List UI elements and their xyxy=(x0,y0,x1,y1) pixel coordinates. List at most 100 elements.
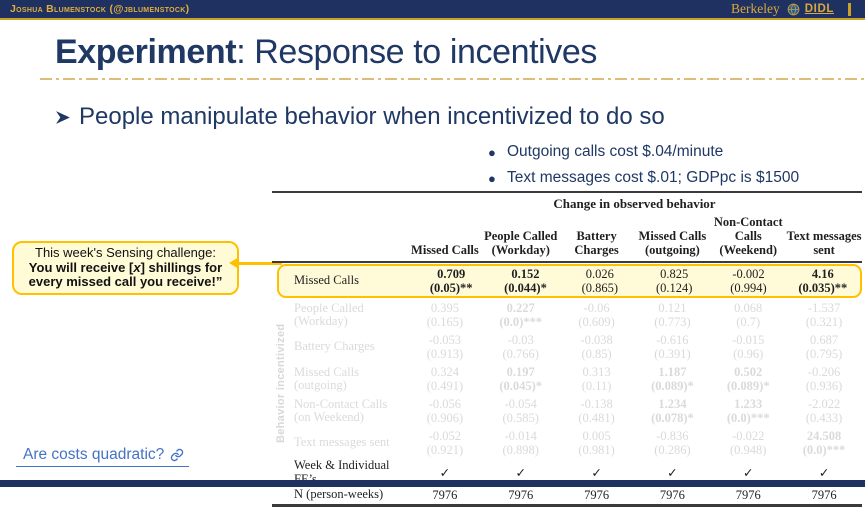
table-cell: -0.052 (0.921) xyxy=(407,429,483,457)
top-bar: Joshua Blumenstock (@jblumenstock) Berke… xyxy=(0,0,865,20)
author-handle: Joshua Blumenstock (@jblumenstock) xyxy=(10,3,190,15)
main-bullet-text: People manipulate behavior when incentiv… xyxy=(79,103,665,130)
p-value: (0.0)*** xyxy=(499,315,543,329)
n-value: 7976 xyxy=(659,488,685,502)
column-header: Missed Calls (outgoing) xyxy=(638,229,707,257)
table-cell: 0.313 (0.11) xyxy=(559,365,635,393)
table-cell: -0.056 (0.906) xyxy=(407,397,483,425)
estimate-value: 0.121 xyxy=(658,301,687,315)
estimate-value: -0.206 xyxy=(807,365,841,379)
n-value: 7976 xyxy=(508,488,534,502)
column-header: Non-Contact Calls (Weekend) xyxy=(713,215,783,257)
table-cell: -0.836 (0.286) xyxy=(635,429,711,457)
p-value: (0.286) xyxy=(654,443,691,457)
table-cell: 0.227 (0.0)*** xyxy=(483,301,559,329)
n-value: 7976 xyxy=(584,488,610,502)
table-cell: 0.324 (0.491) xyxy=(407,365,483,393)
table-cell: 0.825 (0.124) xyxy=(637,267,711,295)
table-cell: 0.709 (0.05)** xyxy=(414,267,488,295)
column-header: Missed Calls xyxy=(411,243,479,257)
column-header: Battery Charges xyxy=(574,229,619,257)
table-row: People Called (Workday) 0.395 (0.165) 0.227… xyxy=(272,299,862,331)
estimate-value: 1.234 xyxy=(658,397,687,411)
p-value: (0.585) xyxy=(502,411,539,425)
are-costs-quadratic-link[interactable]: Are costs quadratic? xyxy=(16,446,190,467)
sensing-challenge-callout: This week's Sensing challenge: You will … xyxy=(12,241,239,295)
table-cell: -0.015 (0.96) xyxy=(710,333,786,361)
table-cell: 1.233 (0.0)*** xyxy=(710,397,786,425)
table-cell: 0.687 (0.795) xyxy=(786,333,862,361)
table-cell: 0.152 (0.044)* xyxy=(488,267,562,295)
p-value: (0.124) xyxy=(655,281,693,295)
estimate-value: 4.16 xyxy=(811,267,834,281)
arrow-bullet-icon xyxy=(55,109,72,126)
table-cell: 0.395 (0.165) xyxy=(407,301,483,329)
p-value: (0.766) xyxy=(502,347,539,361)
p-value: (0.044)* xyxy=(504,281,547,295)
table-cell: 1.187 (0.089)* xyxy=(635,365,711,393)
estimate-value: -0.138 xyxy=(580,397,613,411)
table-cell: 0.005 (0.981) xyxy=(559,429,635,457)
table-cell: -0.053 (0.913) xyxy=(407,333,483,361)
check-mark: ✓ xyxy=(743,465,754,480)
p-value: (0.089)* xyxy=(726,379,770,393)
p-value: (0.981) xyxy=(578,443,615,457)
table-cell: -0.002 (0.994) xyxy=(711,267,785,295)
p-value: (0.773) xyxy=(654,315,691,329)
p-value: (0.7) xyxy=(736,315,761,329)
table-bottom-rule xyxy=(272,504,862,507)
estimate-value: -0.836 xyxy=(656,429,689,443)
check-mark: ✓ xyxy=(515,465,526,480)
n-value: 7976 xyxy=(735,488,761,502)
table-top-rule xyxy=(272,191,862,193)
table-cell: -0.206 (0.936) xyxy=(786,365,862,393)
estimate-value: -0.03 xyxy=(507,333,534,347)
title-divider xyxy=(40,78,865,80)
table-cell: -0.138 (0.481) xyxy=(559,397,635,425)
p-value: (0.795) xyxy=(805,347,843,361)
link-icon xyxy=(170,448,184,462)
table-cell: -0.054 (0.585) xyxy=(483,397,559,425)
regression-table: Change in observed behavior Missed Calls… xyxy=(272,191,862,507)
estimate-value: 0.825 xyxy=(660,267,689,281)
table-cell: 0.502 (0.089)* xyxy=(710,365,786,393)
sub-bullets: ● Outgoing calls cost $.04/minute ● Text… xyxy=(488,139,799,191)
table-row: Text messages sent -0.052 (0.921) -0.014 (0.… xyxy=(272,427,862,459)
link-label: Are costs quadratic? xyxy=(23,446,165,463)
table-header-row: Missed Calls People Called (Workday) Batte… xyxy=(272,212,862,261)
estimate-value: -0.002 xyxy=(732,267,765,281)
sub-bullet-item: ● Outgoing calls cost $.04/minute xyxy=(488,139,799,165)
page-title: Experiment: Response to incentives xyxy=(55,33,597,72)
dot-bullet-icon: ● xyxy=(488,171,496,186)
p-value: (0.433) xyxy=(805,411,843,425)
check-mark: ✓ xyxy=(818,465,830,480)
column-header: People Called (Workday) xyxy=(484,229,558,257)
p-value: (0.921) xyxy=(426,443,464,457)
p-value: (0.898) xyxy=(502,443,539,457)
sub-bullet-item: ● Text messages cost $.01; GDPpc is $150… xyxy=(488,165,799,191)
table-cell: 4.16 (0.035)** xyxy=(786,267,860,295)
behavior-incentivized-axis-label: Behavior incentivized xyxy=(275,323,287,443)
table-cell: 0.197 (0.045)* xyxy=(483,365,559,393)
p-value: (0.165) xyxy=(426,315,464,329)
estimate-value: 0.197 xyxy=(506,365,535,379)
observations-row: N (person-weeks) 7976 7976 7976 7976 7976 7976 xyxy=(272,486,862,504)
estimate-value: -0.022 xyxy=(732,429,765,443)
table-cell: 1.234 (0.078)* xyxy=(635,397,711,425)
p-value: (0.906) xyxy=(426,411,464,425)
p-value: (0.609) xyxy=(578,315,615,329)
table-cell: 0.068 (0.7) xyxy=(710,301,786,329)
estimate-value: -0.014 xyxy=(504,429,537,443)
n-value: 7976 xyxy=(811,488,837,502)
table-row: Missed Calls 0.709 (0.05)** 0.152 (0.044)* 0.… xyxy=(277,264,862,298)
table-cell: -1.537 (0.321) xyxy=(786,301,862,329)
brand-logos: Berkeley DIDL xyxy=(731,1,855,17)
estimate-value: -0.06 xyxy=(583,301,610,315)
callout-line-2: You will receive [x] shillings for xyxy=(28,259,223,275)
check-mark: ✓ xyxy=(591,465,602,480)
p-value: (0.948) xyxy=(730,443,767,457)
estimate-value: 0.068 xyxy=(734,301,763,315)
sub-bullet-text: Outgoing calls cost $.04/minute xyxy=(507,143,724,160)
estimate-value: 0.152 xyxy=(511,267,540,281)
table-row: Missed Calls (outgoing) 0.324 (0.491) 0.197… xyxy=(272,363,862,395)
